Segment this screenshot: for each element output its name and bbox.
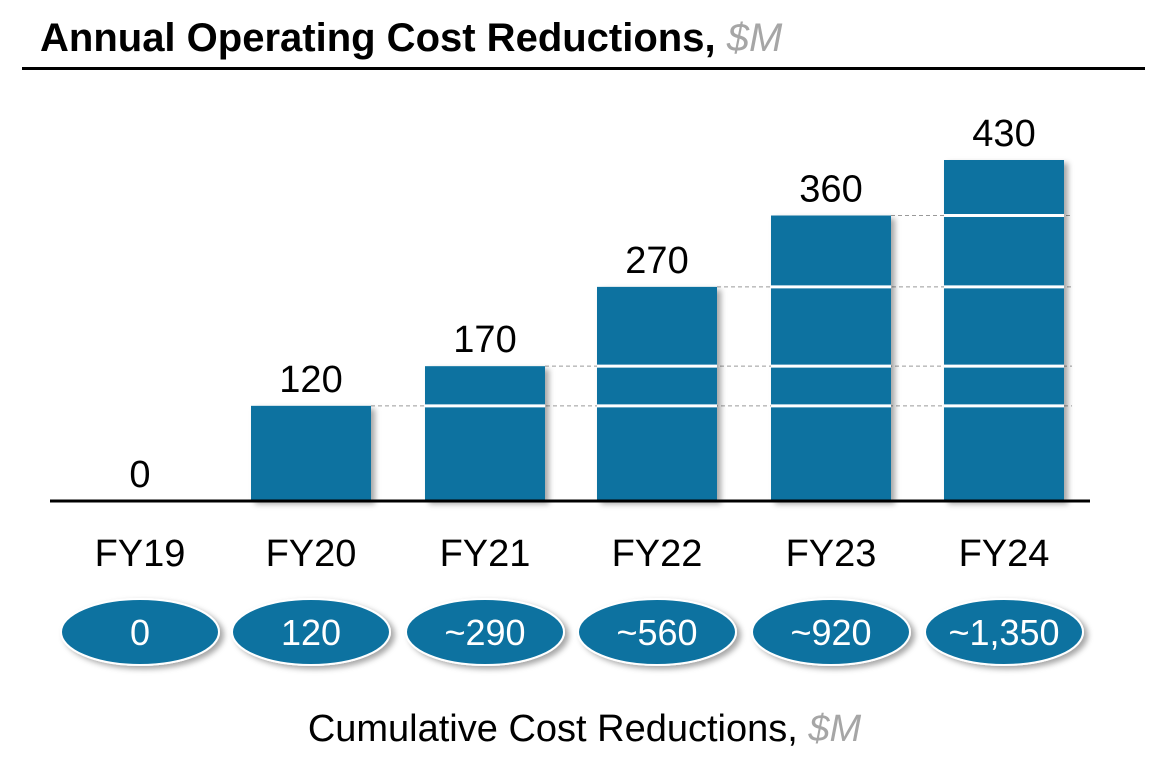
x-tick-label-fy19: FY19 [95,533,186,575]
cumulative-label-fy20: 120 [281,612,341,653]
bar-fy24 [944,160,1064,501]
x-tick-label-fy22: FY22 [612,533,703,575]
x-tick-label-fy20: FY20 [266,533,357,575]
x-tick-label-fy21: FY21 [440,533,531,575]
cumulative-caption: Cumulative Cost Reductions, $M [0,704,1169,754]
cumulative-oval-fy19 [60,598,220,666]
bar-fy21 [425,366,545,501]
bar-fy22 [597,286,717,501]
bar-fy23 [771,215,891,501]
cumulative-label-fy19: 0 [130,612,150,653]
cumulative-oval-fy21 [405,598,565,666]
value-label-fy19: 0 [129,454,150,496]
value-label-fy24: 430 [972,113,1035,155]
chart-title-unit: $M [726,16,783,60]
chart-title: Annual Operating Cost Reductions, $M [40,10,782,66]
chart-title-text: Annual Operating Cost Reductions, [40,16,716,60]
value-label-fy23: 360 [799,169,862,211]
cumulative-oval-fy20 [231,598,391,666]
cumulative-label-fy24: ~1,350 [948,612,1059,653]
value-label-fy20: 120 [279,359,342,401]
x-tick-label-fy24: FY24 [959,533,1050,575]
bar-fy20 [251,405,371,501]
cumulative-caption-text: Cumulative Cost Reductions, [307,708,798,750]
value-label-fy21: 170 [453,319,516,361]
value-label-fy22: 270 [625,240,688,282]
cumulative-oval-fy24 [924,598,1084,666]
cumulative-oval-fy22 [577,598,737,666]
x-tick-label-fy23: FY23 [786,533,877,575]
cumulative-caption-unit: $M [808,708,862,750]
cumulative-label-fy22: ~560 [616,612,697,653]
cumulative-oval-fy23 [751,598,911,666]
cumulative-label-fy21: ~290 [444,612,525,653]
title-underline [22,67,1145,70]
cumulative-label-fy23: ~920 [790,612,871,653]
